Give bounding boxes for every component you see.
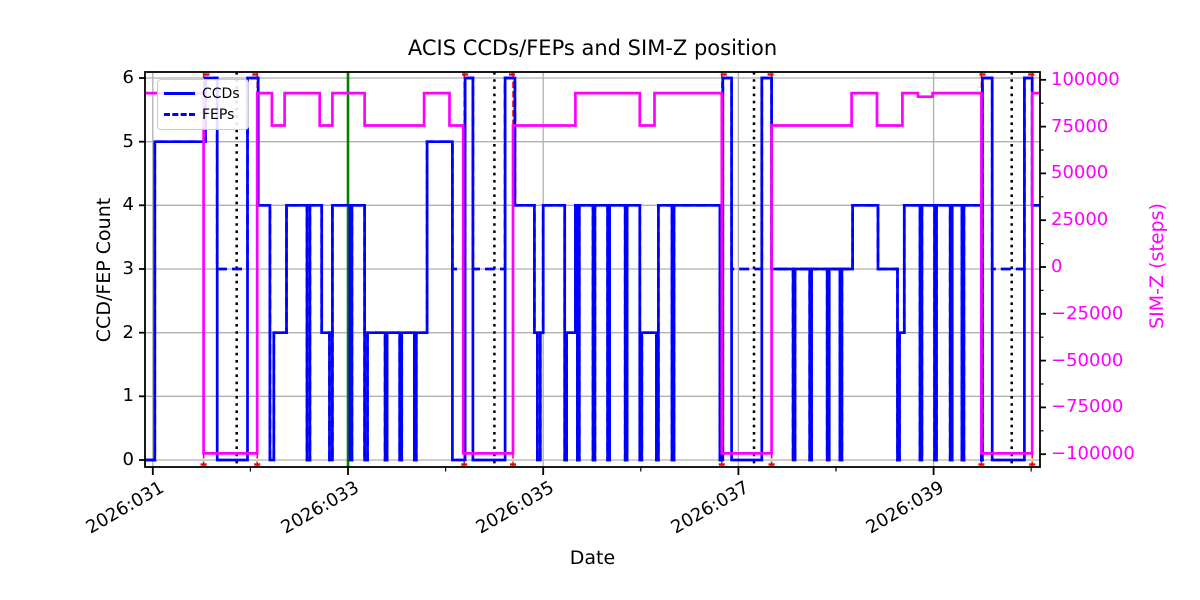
legend-entry-feps: FEPs bbox=[164, 104, 242, 125]
y-tick-label-right: −75000 bbox=[1051, 396, 1124, 418]
y-tick-label-right: 100000 bbox=[1051, 68, 1120, 90]
legend-entry-ccds: CCDs bbox=[164, 83, 242, 104]
y-tick-label-right: 50000 bbox=[1051, 162, 1109, 184]
x-axis-label: Date bbox=[569, 547, 616, 569]
y-tick-label-right: 75000 bbox=[1051, 115, 1109, 137]
ccds-line-sample bbox=[164, 92, 195, 95]
y-tick-label-right: 25000 bbox=[1051, 209, 1109, 231]
y-tick-label-left: 0 bbox=[122, 449, 134, 470]
y-tick-label-right: −25000 bbox=[1051, 302, 1124, 324]
y-tick-label-right: 0 bbox=[1051, 256, 1063, 277]
y-tick-label-left: 1 bbox=[122, 385, 134, 407]
legend: CCDs FEPs bbox=[157, 79, 249, 130]
y-tick-label-left: 6 bbox=[122, 66, 134, 88]
feps-line-sample bbox=[164, 113, 195, 116]
y-axis-label-right: SIM-Z (steps) bbox=[1146, 203, 1168, 329]
legend-label-ccds: CCDs bbox=[202, 85, 240, 102]
y-tick-label-left: 2 bbox=[122, 321, 134, 343]
y-tick-label-left: 3 bbox=[122, 257, 134, 279]
y-tick-label-left: 4 bbox=[122, 194, 134, 216]
y-tick-label-left: 5 bbox=[122, 130, 134, 152]
chart-title: ACIS CCDs/FEPs and SIM-Z position bbox=[407, 36, 778, 60]
y-tick-label-right: −100000 bbox=[1051, 443, 1135, 465]
legend-label-feps: FEPs bbox=[202, 106, 235, 123]
y-tick-label-right: −50000 bbox=[1051, 349, 1124, 371]
